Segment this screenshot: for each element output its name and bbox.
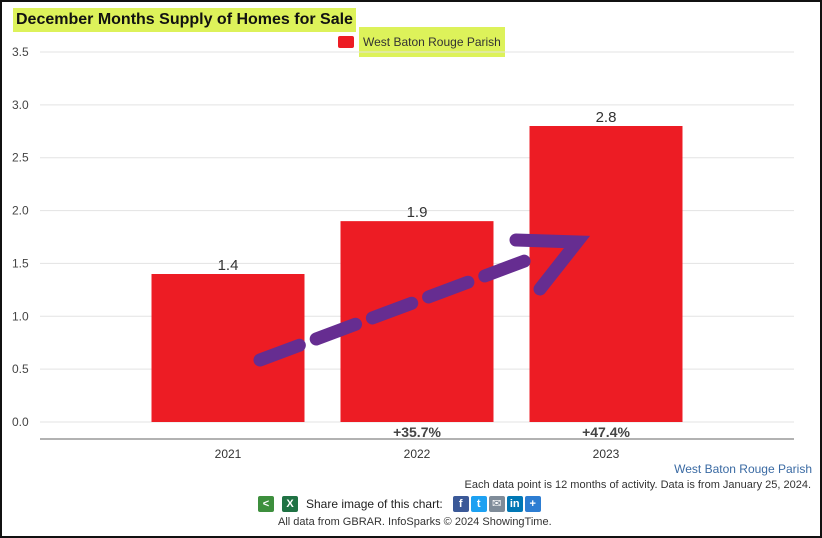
facebook-icon[interactable]: f [452, 496, 469, 512]
chart-plot: 0.0 0.5 1.0 1.5 2.0 2.5 3.0 3.5 1.4 2021 1.9 +35.7%… [12, 45, 794, 461]
y-tick-label: 0.5 [12, 362, 29, 376]
email-icon[interactable]: ✉ [488, 496, 505, 512]
footer: All data from GBRAR. InfoSparks © 2024 S… [278, 516, 552, 528]
share-icon[interactable]: < [258, 496, 274, 512]
change-label: +47.4% [582, 424, 630, 440]
chart-title: December Months Supply of Homes for Sale [13, 8, 356, 32]
y-tick-label: 1.0 [12, 309, 29, 323]
trend-arrow-head [509, 233, 591, 296]
y-tick-label: 3.0 [12, 98, 29, 112]
bar-data-label: 1.9 [407, 204, 428, 221]
bar-data-label: 1.4 [218, 257, 239, 274]
data-note: Each data point is 12 months of activity… [464, 479, 811, 491]
y-tick-label: 2.5 [12, 151, 29, 165]
bar-data-label: 2.8 [596, 109, 617, 126]
y-tick-label: 3.5 [12, 45, 29, 59]
y-tick-label: 2.0 [12, 204, 29, 218]
linkedin-icon[interactable]: in [506, 496, 523, 512]
change-label: +35.7% [393, 424, 441, 440]
y-tick-label: 0.0 [12, 415, 29, 429]
bar [340, 221, 494, 422]
source-label: West Baton Rouge Parish [674, 462, 812, 476]
twitter-icon[interactable]: t [470, 496, 487, 512]
x-tick-label: 2021 [215, 447, 242, 461]
legend-swatch [338, 36, 354, 48]
plus-icon[interactable]: + [524, 496, 541, 512]
x-tick-label: 2022 [404, 447, 431, 461]
share-bar: < X Share image of this chart: f t ✉ in … [258, 495, 543, 513]
excel-icon[interactable]: X [282, 496, 298, 512]
trend-arrow-shaft [253, 252, 537, 367]
x-tick-label: 2023 [593, 447, 620, 461]
share-label: Share image of this chart: [306, 497, 443, 511]
y-tick-label: 1.5 [12, 256, 29, 270]
